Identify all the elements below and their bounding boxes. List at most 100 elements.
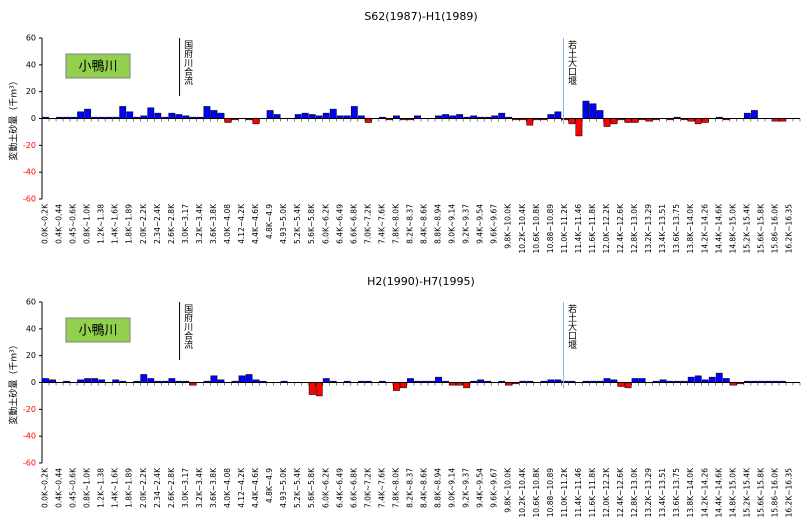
x-tick-label: 15.2K~15.4K <box>742 467 751 518</box>
x-tick-label: 13.8K~14.0K <box>686 467 695 518</box>
x-tick-label: 11.4K~11.46 <box>574 468 583 518</box>
x-tick-label: 7.0K~7.2K <box>363 203 372 244</box>
y-tick-label: -20 <box>23 141 36 150</box>
x-tick-label: 9.6K~9.67 <box>490 204 499 244</box>
x-tick-label: 13.6K~13.75 <box>672 204 681 254</box>
bar <box>624 118 632 123</box>
bar <box>329 108 337 119</box>
x-tick-label: 14.2K~14.26 <box>700 204 709 254</box>
x-tick-label: 9.0K~9.14 <box>448 204 457 244</box>
x-tick-label: 9.6K~9.67 <box>490 468 499 508</box>
x-tick-label: 10.6K~10.8K <box>532 203 541 254</box>
x-tick-label: 5.6K~5.8K <box>307 203 316 244</box>
bar <box>694 118 702 125</box>
x-tick-label: 13.2K~13.29 <box>644 468 653 518</box>
bar <box>617 382 625 387</box>
x-tick-label: 11.4K~11.46 <box>574 204 583 254</box>
x-tick-label: 7.0K~7.2K <box>363 467 372 508</box>
x-tick-label: 2.34~2.4K <box>153 467 162 508</box>
x-tick-label: 2.6K~2.8K <box>167 467 176 508</box>
x-tick-label: 0.0K~0.2K <box>41 203 50 244</box>
x-tick-label: 13.2K~13.29 <box>644 204 653 254</box>
bar <box>596 110 604 119</box>
x-tick-label: 4.93~5.0K <box>279 203 288 244</box>
bar <box>631 118 639 123</box>
bar <box>575 118 583 137</box>
bar <box>589 103 597 119</box>
x-tick-label: 0.8K~1.0K <box>83 203 92 244</box>
bar <box>582 100 590 119</box>
x-tick-label: 9.4K~9.54 <box>476 468 485 508</box>
y-axis-label: 変動土砂量（千m³） <box>8 76 20 160</box>
bar <box>154 112 162 119</box>
x-tick-label: 8.4K~8.6K <box>420 203 429 244</box>
bar <box>301 112 309 119</box>
bar <box>77 111 85 119</box>
bar <box>442 114 449 119</box>
x-tick-label: 9.8K~10.0K <box>504 467 513 513</box>
bar <box>498 112 506 119</box>
bar <box>119 106 127 119</box>
annotation: 国府川合流 <box>182 40 193 86</box>
x-tick-label: 1.2K~1.38 <box>97 468 106 508</box>
x-tick-label: 6.4K~6.49 <box>335 204 344 244</box>
x-tick-label: 2.0K~2.2K <box>139 467 148 508</box>
bar <box>175 114 183 119</box>
y-tick-label: -40 <box>23 432 36 441</box>
x-tick-label: 8.8K~8.94 <box>434 468 443 508</box>
x-tick-label: 3.6K~3.8K <box>209 203 218 244</box>
bar <box>203 106 211 119</box>
river-label-box <box>65 317 131 343</box>
x-tick-label: 0.45~0.6K <box>69 467 78 508</box>
bar <box>750 110 758 119</box>
chart-title: S62(1987)-H1(1989) <box>364 10 477 23</box>
bar <box>435 376 442 383</box>
x-tick-label: 1.2K~1.38 <box>97 204 106 244</box>
y-tick-label: 0 <box>31 114 36 123</box>
x-tick-label: 4.93~5.0K <box>279 467 288 508</box>
x-tick-label: 11.0K~11.2K <box>560 467 569 518</box>
y-tick-label: 40 <box>26 324 36 333</box>
x-tick-label: 0.45~0.6K <box>69 203 78 244</box>
bar <box>526 118 534 126</box>
bar <box>224 118 232 123</box>
y-tick-label: -20 <box>23 405 36 414</box>
bar <box>308 382 316 395</box>
bar <box>147 378 155 383</box>
x-tick-label: 16.2K~16.35 <box>784 204 793 254</box>
x-tick-label: 11.0K~11.2K <box>560 203 569 254</box>
bar <box>624 382 632 389</box>
x-tick-label: 0.4K~0.44 <box>55 468 64 508</box>
x-tick-label: 5.2K~5.4K <box>293 467 302 508</box>
x-tick-label: 13.6K~13.75 <box>672 468 681 518</box>
river-label: 小鴨川 <box>78 60 117 75</box>
x-tick-label: 2.34~2.4K <box>153 203 162 244</box>
annotation: 若土大口堰 <box>566 303 577 349</box>
bar <box>147 107 155 119</box>
bar <box>407 378 414 383</box>
x-tick-label: 12.4K~12.6K <box>616 203 625 254</box>
x-tick-label: 10.2K~10.4K <box>518 467 527 518</box>
x-tick-label: 4.8K~4.9 <box>265 204 274 239</box>
bar <box>463 382 471 389</box>
x-tick-label: 9.2K~9.37 <box>462 204 471 244</box>
x-tick-label: 12.8K~13.0K <box>630 467 639 518</box>
x-tick-label: 4.4K~4.6K <box>251 467 260 508</box>
bar <box>610 118 618 125</box>
bar <box>42 378 49 383</box>
bar <box>400 382 407 389</box>
y-tick-label: 20 <box>26 87 36 96</box>
bar <box>694 375 702 383</box>
bar <box>84 378 92 383</box>
x-tick-label: 3.6K~3.8K <box>209 467 218 508</box>
x-tick-label: 3.0K~3.17 <box>181 204 190 244</box>
x-tick-label: 7.8K~8.0K <box>391 203 400 244</box>
bar <box>638 378 646 383</box>
x-tick-label: 14.8K~15.0K <box>728 203 737 254</box>
x-tick-label: 2.6K~2.8K <box>167 203 176 244</box>
x-tick-label: 10.2K~10.4K <box>518 203 527 254</box>
bar <box>687 376 695 383</box>
bar <box>715 372 723 383</box>
x-tick-label: 5.6K~5.8K <box>307 467 316 508</box>
x-tick-label: 15.6K~15.8K <box>756 467 765 518</box>
